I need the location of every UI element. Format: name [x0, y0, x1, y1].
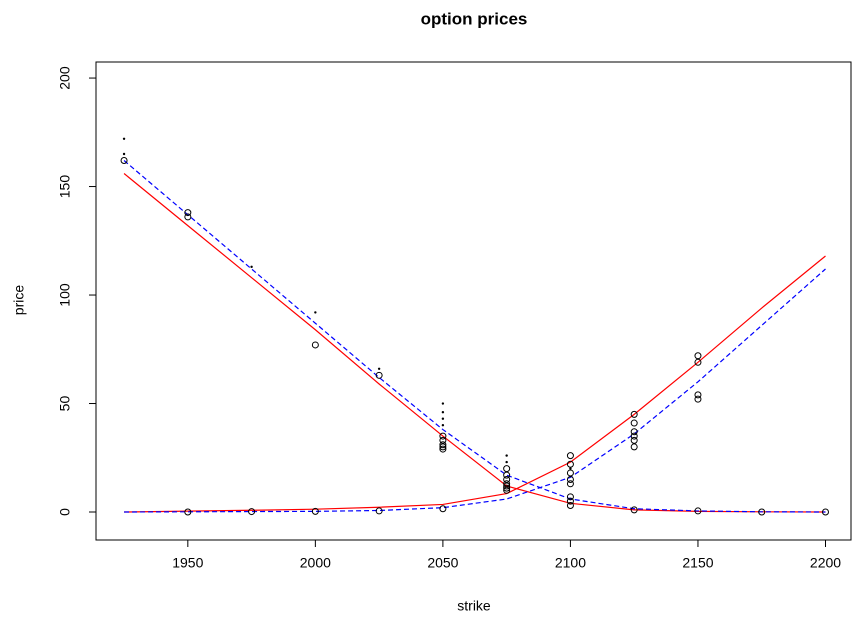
- point: [566, 460, 574, 468]
- point: [694, 352, 702, 360]
- point: [566, 502, 574, 510]
- point: [441, 402, 445, 405]
- chart-title: option prices: [421, 9, 528, 28]
- y-tick-label: 150: [57, 175, 73, 199]
- x-tick-label: 2100: [555, 555, 586, 571]
- point: [375, 507, 383, 515]
- point: [566, 493, 574, 501]
- point: [439, 432, 447, 440]
- curve: [124, 268, 826, 513]
- point: [569, 467, 572, 470]
- x-tick-label: 2050: [427, 555, 458, 571]
- point: [441, 424, 445, 427]
- point: [377, 367, 381, 371]
- point: [314, 311, 317, 314]
- point: [505, 454, 508, 457]
- point: [441, 417, 445, 420]
- point: [439, 505, 447, 513]
- point: [503, 484, 511, 492]
- point: [441, 411, 445, 414]
- x-tick-label: 2200: [810, 555, 841, 571]
- point: [184, 209, 192, 217]
- point: [248, 508, 256, 516]
- point: [630, 443, 638, 451]
- point: [184, 508, 192, 516]
- point: [566, 469, 574, 477]
- point: [250, 265, 253, 269]
- point: [503, 475, 511, 483]
- point: [503, 480, 511, 488]
- curve: [124, 255, 826, 513]
- x-tick-label: 2000: [300, 555, 331, 571]
- point: [630, 410, 638, 418]
- x-axis-label: strike: [457, 598, 491, 614]
- point: [630, 428, 638, 436]
- curve: [123, 173, 826, 513]
- plot-frame: [95, 61, 852, 541]
- point: [439, 443, 447, 451]
- point: [439, 441, 447, 449]
- point: [439, 445, 447, 453]
- point: [694, 391, 702, 399]
- point: [630, 506, 638, 514]
- curve: [123, 160, 826, 513]
- point: [821, 508, 829, 516]
- point: [566, 497, 574, 505]
- point: [566, 475, 574, 483]
- point: [630, 432, 638, 440]
- point: [694, 395, 702, 403]
- point: [505, 460, 508, 464]
- point: [311, 341, 319, 349]
- y-tick-label: 100: [57, 283, 73, 307]
- point: [439, 436, 447, 444]
- x-tick-label: 2150: [682, 555, 713, 571]
- point: [184, 213, 192, 221]
- point: [630, 436, 638, 444]
- point: [694, 507, 702, 515]
- point: [503, 482, 511, 490]
- point: [694, 358, 702, 366]
- point: [120, 157, 128, 165]
- point: [758, 508, 766, 516]
- x-tick-label: 1950: [172, 555, 203, 571]
- point: [503, 465, 511, 473]
- point: [122, 137, 126, 141]
- point: [566, 480, 574, 488]
- y-tick-label: 50: [57, 396, 73, 412]
- point: [566, 452, 574, 460]
- point: [311, 507, 319, 515]
- point: [503, 486, 511, 494]
- point: [122, 152, 126, 156]
- y-tick-label: 0: [57, 508, 73, 516]
- y-tick-label: 200: [57, 66, 73, 90]
- point: [375, 371, 383, 379]
- y-axis-label: price: [11, 285, 27, 316]
- point: [630, 419, 638, 427]
- point: [503, 471, 511, 479]
